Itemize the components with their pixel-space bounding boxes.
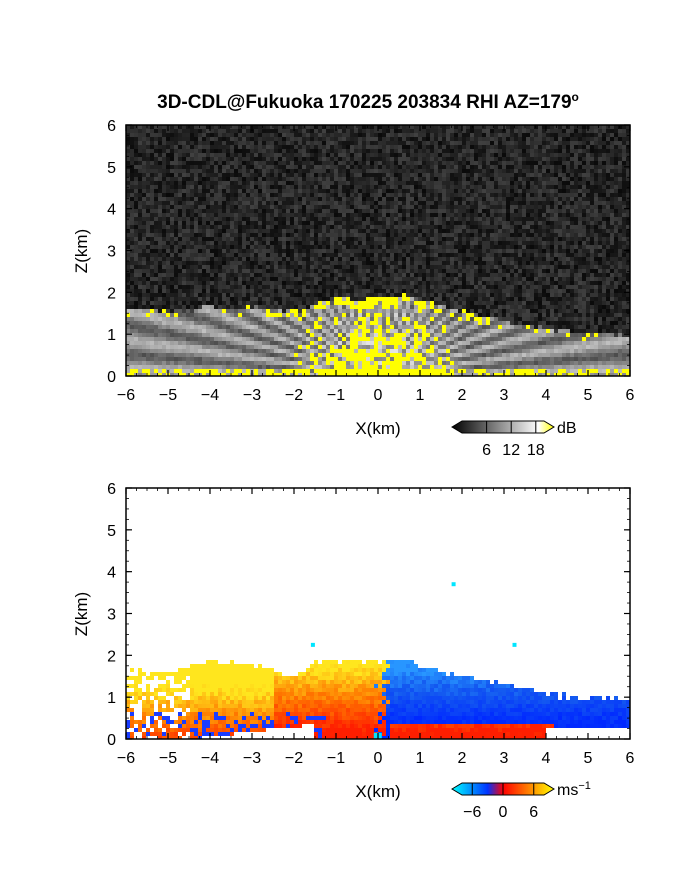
y-tick-label: 2 <box>107 285 116 302</box>
x-tick-label: −4 <box>201 750 219 767</box>
x-tick-label: 2 <box>458 750 467 767</box>
y-tick-label: 6 <box>107 118 116 135</box>
x-tick-label: −3 <box>243 750 261 767</box>
isolated-echo-point <box>310 642 315 647</box>
x-tick-label: −1 <box>327 750 345 767</box>
velocity-x-tick-labels: −6 −5 −4 −3 −2 −1 0 1 2 3 4 5 6 <box>117 750 635 767</box>
x-tick-label: −5 <box>159 750 177 767</box>
x-tick-label: −2 <box>285 387 303 404</box>
velocity-isolated-points <box>310 582 517 647</box>
velocity-colorbar: −6 0 6 ms−1 <box>451 780 591 821</box>
x-tick-label: 3 <box>500 750 509 767</box>
backscatter-x-tick-labels: −6 −5 −4 −3 −2 −1 0 1 2 3 4 5 6 <box>117 387 635 404</box>
x-tick-label: −6 <box>117 750 135 767</box>
x-tick-label: 5 <box>584 387 593 404</box>
y-tick-label: 5 <box>107 523 116 540</box>
y-tick-label: 2 <box>107 648 116 665</box>
backscatter-ylabel: Z(km) <box>72 229 91 273</box>
x-tick-label: −6 <box>117 387 135 404</box>
velocity-xlabel: X(km) <box>355 782 400 801</box>
x-tick-label: 1 <box>416 750 425 767</box>
y-tick-label: 3 <box>107 244 116 261</box>
x-tick-label: −4 <box>201 387 219 404</box>
x-tick-label: −5 <box>159 387 177 404</box>
x-tick-label: −3 <box>243 387 261 404</box>
backscatter-y-tick-labels: 0 1 2 3 4 5 6 <box>107 118 116 386</box>
velocity-ylabel: Z(km) <box>72 592 91 636</box>
x-tick-label: 4 <box>542 750 551 767</box>
y-tick-label: 5 <box>107 160 116 177</box>
x-tick-label: 0 <box>374 387 383 404</box>
colorbar-tick-label: 6 <box>529 804 538 821</box>
colorbar-tick-label: −6 <box>463 804 481 821</box>
y-tick-label: 1 <box>107 690 116 707</box>
x-tick-label: 3 <box>500 387 509 404</box>
colorbar-tick-label: 6 <box>482 442 491 459</box>
backscatter-xlabel: X(km) <box>355 419 400 438</box>
colorbar-tick-label: 12 <box>502 442 520 459</box>
y-tick-label: 4 <box>107 202 116 219</box>
velocity-colorbar-unit: ms−1 <box>557 780 591 799</box>
figure-title: 3D-CDL@Fukuoka 170225 203834 RHI AZ=179o <box>157 90 579 113</box>
colorbar-tick-label: 18 <box>527 442 545 459</box>
backscatter-colorbar-ticks: 6 12 18 <box>482 421 545 459</box>
y-tick-label: 0 <box>107 732 116 749</box>
x-tick-label: 5 <box>584 750 593 767</box>
y-tick-label: 3 <box>107 607 116 624</box>
y-tick-label: 0 <box>107 369 116 386</box>
velocity-ticks <box>125 487 631 740</box>
x-tick-label: 0 <box>374 750 383 767</box>
backscatter-noise-field <box>126 125 630 376</box>
x-tick-label: 1 <box>416 387 425 404</box>
x-tick-label: −2 <box>285 750 303 767</box>
x-tick-label: 6 <box>626 387 635 404</box>
backscatter-echo-field <box>126 293 630 376</box>
backscatter-colorbar: 6 12 18 dB <box>451 420 577 459</box>
x-tick-label: −1 <box>327 387 345 404</box>
y-tick-label: 4 <box>107 565 116 582</box>
backscatter-colorbar-bar <box>451 420 555 434</box>
velocity-y-tick-labels: 0 1 2 3 4 5 6 <box>107 481 116 749</box>
backscatter-colorbar-unit: dB <box>557 420 577 437</box>
x-tick-label: 4 <box>542 387 551 404</box>
y-tick-label: 1 <box>107 327 116 344</box>
velocity-colorbar-ticks: −6 0 6 <box>463 783 538 821</box>
x-tick-label: 2 <box>458 387 467 404</box>
y-tick-label: 6 <box>107 481 116 498</box>
velocity-echo-field <box>126 660 630 739</box>
x-tick-label: 6 <box>626 750 635 767</box>
colorbar-tick-label: 0 <box>499 804 508 821</box>
backscatter-ticks <box>125 124 631 377</box>
isolated-echo-point <box>451 582 456 587</box>
isolated-echo-point <box>512 642 517 647</box>
